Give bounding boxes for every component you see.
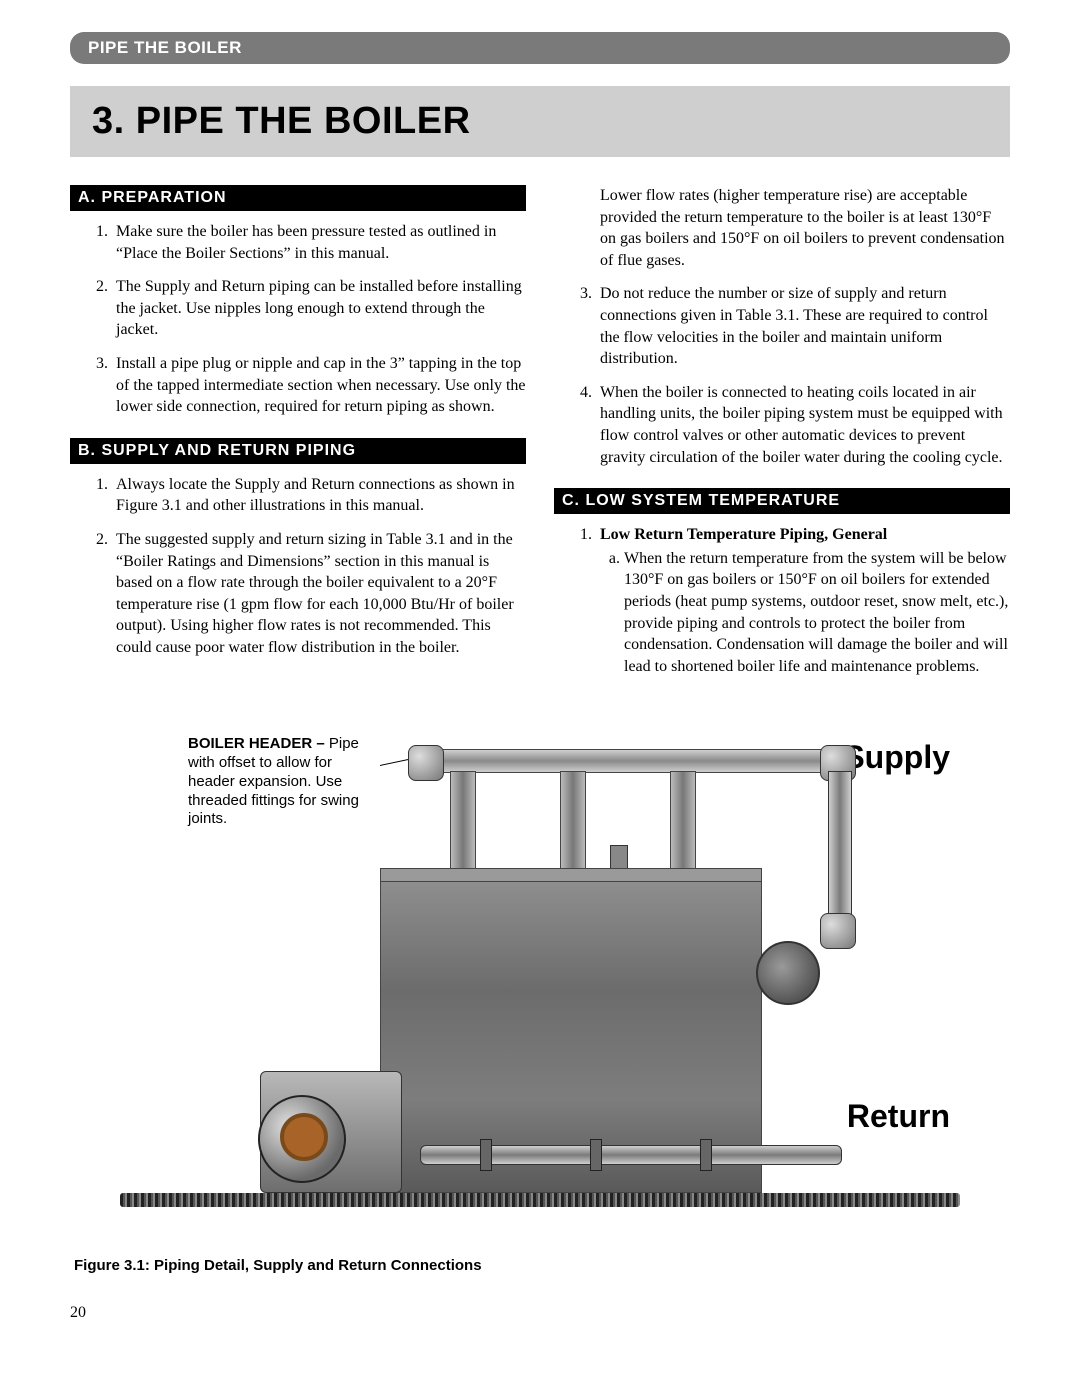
- callout-bold: BOILER HEADER –: [188, 735, 325, 752]
- list-item: The Supply and Return piping can be inst…: [112, 276, 526, 341]
- boiler-diagram: BOILER HEADER – Pipe with offset to allo…: [120, 715, 960, 1235]
- section-b-overflow-paragraph: Lower flow rates (higher temperature ris…: [554, 185, 1010, 271]
- ground-hatch: [120, 1193, 960, 1207]
- section-a-header: A. PREPARATION: [70, 185, 526, 211]
- list-item: Do not reduce the number or size of supp…: [596, 283, 1010, 369]
- return-flange: [480, 1139, 492, 1171]
- riser-pipe: [670, 771, 696, 869]
- return-flange: [590, 1139, 602, 1171]
- page-number: 20: [70, 1304, 1010, 1322]
- supply-drop-pipe: [828, 771, 852, 935]
- list-item: Make sure the boiler has been pressure t…: [112, 221, 526, 264]
- header-pipe: [430, 749, 832, 773]
- section-b-list-continued: Do not reduce the number or size of supp…: [554, 283, 1010, 468]
- elbow-icon: [408, 745, 444, 781]
- section-c-item1-title: Low Return Temperature Piping, General: [600, 526, 887, 543]
- flue-outlet: [756, 941, 820, 1005]
- figure-caption: Figure 3.1: Piping Detail, Supply and Re…: [74, 1257, 1010, 1274]
- elbow-icon: [820, 913, 856, 949]
- return-flange: [700, 1139, 712, 1171]
- list-item: Low Return Temperature Piping, General W…: [596, 524, 1010, 677]
- list-item: Always locate the Supply and Return conn…: [112, 474, 526, 517]
- section-b-list: Always locate the Supply and Return conn…: [70, 474, 526, 659]
- riser-pipe: [560, 771, 586, 869]
- chapter-title: 3. PIPE THE BOILER: [92, 100, 988, 143]
- list-item: Install a pipe plug or nipple and cap in…: [112, 353, 526, 418]
- section-a-list: Make sure the boiler has been pressure t…: [70, 221, 526, 418]
- running-header-pill: PIPE THE BOILER: [70, 32, 1010, 64]
- section-c-item1-sublist: When the return temperature from the sys…: [600, 548, 1010, 678]
- chapter-title-bar: 3. PIPE THE BOILER: [70, 86, 1010, 157]
- section-c-list: Low Return Temperature Piping, General W…: [554, 524, 1010, 677]
- list-item: When the boiler is connected to heating …: [596, 382, 1010, 468]
- callout-boiler-header: BOILER HEADER – Pipe with offset to allo…: [188, 735, 378, 829]
- section-c-header: C. LOW SYSTEM TEMPERATURE: [554, 488, 1010, 514]
- burner-inner: [280, 1113, 328, 1161]
- riser-pipe: [450, 771, 476, 869]
- label-supply: Supply: [843, 739, 950, 776]
- right-column: Lower flow rates (higher temperature ris…: [554, 185, 1010, 697]
- section-b-header: B. SUPPLY AND RETURN PIPING: [70, 438, 526, 464]
- left-column: A. PREPARATION Make sure the boiler has …: [70, 185, 526, 697]
- pipe-cap: [610, 845, 628, 869]
- list-item: When the return temperature from the sys…: [624, 548, 1010, 678]
- figure-3-1: BOILER HEADER – Pipe with offset to allo…: [70, 715, 1010, 1274]
- list-item: The suggested supply and return sizing i…: [112, 529, 526, 659]
- label-return: Return: [847, 1098, 950, 1135]
